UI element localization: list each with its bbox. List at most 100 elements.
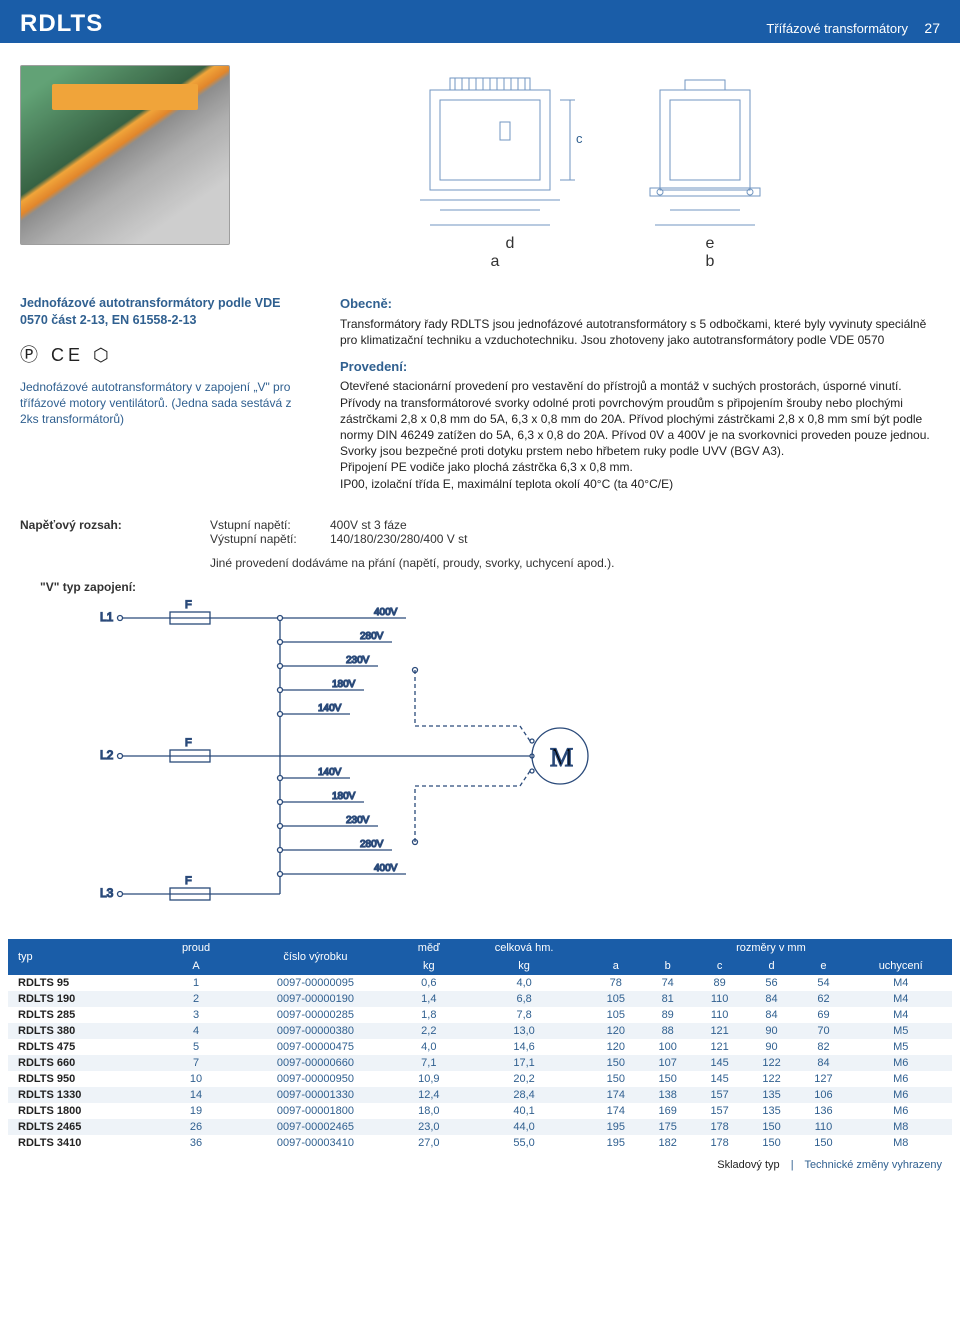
svg-text:230V: 230V bbox=[346, 815, 370, 826]
construction-text: Otevřené stacionární provedení pro vesta… bbox=[340, 378, 940, 491]
table-cell: 20,2 bbox=[458, 1071, 589, 1087]
table-cell: 0097-00000095 bbox=[232, 975, 400, 991]
table-cell: 27,0 bbox=[399, 1135, 458, 1151]
table-cell: 174 bbox=[590, 1087, 642, 1103]
table-cell: M6 bbox=[849, 1087, 952, 1103]
table-cell: 175 bbox=[642, 1119, 694, 1135]
svg-text:180V: 180V bbox=[332, 791, 356, 802]
table-cell: 40,1 bbox=[458, 1103, 589, 1119]
dim-a-label: a bbox=[491, 253, 500, 271]
col-rozm: rozměry v mm bbox=[590, 939, 952, 957]
col-c: c bbox=[694, 957, 746, 975]
table-cell: 121 bbox=[694, 1039, 746, 1055]
col-b: b bbox=[642, 957, 694, 975]
spec-table-wrap: typ proud číslo výrobku měď celková hm. … bbox=[0, 939, 960, 1151]
table-cell: 195 bbox=[590, 1135, 642, 1151]
table-cell: 90 bbox=[746, 1039, 798, 1055]
svg-text:230V: 230V bbox=[346, 655, 370, 666]
wiring-title: "V" typ zapojení: bbox=[0, 574, 960, 596]
table-cell: 120 bbox=[590, 1023, 642, 1039]
dim-e-label: e bbox=[706, 235, 715, 253]
table-cell: 135 bbox=[746, 1103, 798, 1119]
footer-changes: Technické změny vyhrazeny bbox=[804, 1159, 942, 1171]
col-e: e bbox=[798, 957, 850, 975]
table-cell: 5 bbox=[160, 1039, 231, 1055]
table-cell: 195 bbox=[590, 1119, 642, 1135]
table-cell: 14,6 bbox=[458, 1039, 589, 1055]
table-cell: 0097-00000190 bbox=[232, 991, 400, 1007]
svg-text:400V: 400V bbox=[374, 607, 398, 618]
table-cell: 4,0 bbox=[399, 1039, 458, 1055]
svg-text:140V: 140V bbox=[318, 767, 342, 778]
table-cell: M8 bbox=[849, 1135, 952, 1151]
table-cell: 1 bbox=[160, 975, 231, 991]
voltage-note: Jiné provedení dodáváme na přání (napětí… bbox=[20, 556, 940, 570]
table-cell: 0097-00000285 bbox=[232, 1007, 400, 1023]
page-header: RDLTS Třífázové transformátory 27 bbox=[0, 0, 960, 42]
table-cell: 127 bbox=[798, 1071, 850, 1087]
col-med: měď bbox=[399, 939, 458, 957]
table-cell: 138 bbox=[642, 1087, 694, 1103]
table-cell: 178 bbox=[694, 1135, 746, 1151]
table-cell: RDLTS 285 bbox=[8, 1007, 160, 1023]
table-cell: RDLTS 3410 bbox=[8, 1135, 160, 1151]
top-image-row: c d a e bbox=[0, 55, 960, 281]
table-cell: 0097-00002465 bbox=[232, 1119, 400, 1135]
svg-text:180V: 180V bbox=[332, 679, 356, 690]
table-cell: RDLTS 1330 bbox=[8, 1087, 160, 1103]
table-cell: 18,0 bbox=[399, 1103, 458, 1119]
table-cell: 150 bbox=[746, 1135, 798, 1151]
table-cell: 100 bbox=[642, 1039, 694, 1055]
svg-text:400V: 400V bbox=[374, 863, 398, 874]
table-row: RDLTS 1800190097-0000180018,040,11741691… bbox=[8, 1103, 952, 1119]
table-cell: 56 bbox=[746, 975, 798, 991]
table-row: RDLTS 1330140097-0000133012,428,41741381… bbox=[8, 1087, 952, 1103]
dimensional-drawings: c d a e bbox=[250, 65, 940, 271]
table-cell: 0097-00001800 bbox=[232, 1103, 400, 1119]
table-cell: RDLTS 2465 bbox=[8, 1119, 160, 1135]
table-cell: M4 bbox=[849, 991, 952, 1007]
svg-text:L1: L1 bbox=[100, 610, 114, 624]
side-view-drawing: e b bbox=[630, 75, 790, 271]
table-row: RDLTS 19020097-000001901,46,810581110846… bbox=[8, 991, 952, 1007]
table-cell: M4 bbox=[849, 1007, 952, 1023]
table-cell: 0097-00000660 bbox=[232, 1055, 400, 1071]
table-cell: M5 bbox=[849, 1039, 952, 1055]
table-cell: 74 bbox=[642, 975, 694, 991]
page-footer: Skladový typ | Technické změny vyhrazeny bbox=[0, 1151, 960, 1185]
table-cell: 150 bbox=[642, 1071, 694, 1087]
input-voltage-label: Vstupní napětí: bbox=[210, 518, 330, 532]
product-code: RDLTS bbox=[20, 10, 103, 38]
table-cell: 0097-00003410 bbox=[232, 1135, 400, 1151]
svg-text:L3: L3 bbox=[100, 886, 114, 900]
table-cell: 78 bbox=[590, 975, 642, 991]
wiring-diagram: L1 F 400V280V230V180V140V L2 F 140V180V2… bbox=[0, 596, 960, 939]
table-cell: 0097-00000950 bbox=[232, 1071, 400, 1087]
table-cell: RDLTS 1800 bbox=[8, 1103, 160, 1119]
table-cell: 150 bbox=[798, 1135, 850, 1151]
voltage-range: Napěťový rozsah: Vstupní napětí:400V st … bbox=[0, 512, 960, 574]
table-cell: 13,0 bbox=[458, 1023, 589, 1039]
table-cell: 7 bbox=[160, 1055, 231, 1071]
dim-c-label: c bbox=[576, 131, 583, 146]
table-cell: 0097-00000475 bbox=[232, 1039, 400, 1055]
table-cell: 89 bbox=[642, 1007, 694, 1023]
table-cell: 150 bbox=[590, 1071, 642, 1087]
table-cell: 157 bbox=[694, 1087, 746, 1103]
table-cell: 150 bbox=[590, 1055, 642, 1071]
table-cell: 6,8 bbox=[458, 991, 589, 1007]
col-proud: proud bbox=[160, 939, 231, 957]
certification-icons: Ⓟ CE ⬡ bbox=[20, 341, 310, 367]
table-body: RDLTS 9510097-000000950,64,07874895654M4… bbox=[8, 975, 952, 1151]
col-d: d bbox=[746, 957, 798, 975]
table-cell: 105 bbox=[590, 1007, 642, 1023]
table-cell: 0097-00000380 bbox=[232, 1023, 400, 1039]
table-cell: 110 bbox=[694, 1007, 746, 1023]
svg-text:140V: 140V bbox=[318, 703, 342, 714]
table-cell: 145 bbox=[694, 1071, 746, 1087]
table-cell: 3 bbox=[160, 1007, 231, 1023]
description-section: Jednofázové autotransformátory podle VDE… bbox=[0, 281, 960, 512]
left-description: Jednofázové autotransformátory v zapojen… bbox=[20, 379, 310, 428]
table-row: RDLTS 66070097-000006607,117,11501071451… bbox=[8, 1055, 952, 1071]
header-underline bbox=[0, 42, 960, 43]
